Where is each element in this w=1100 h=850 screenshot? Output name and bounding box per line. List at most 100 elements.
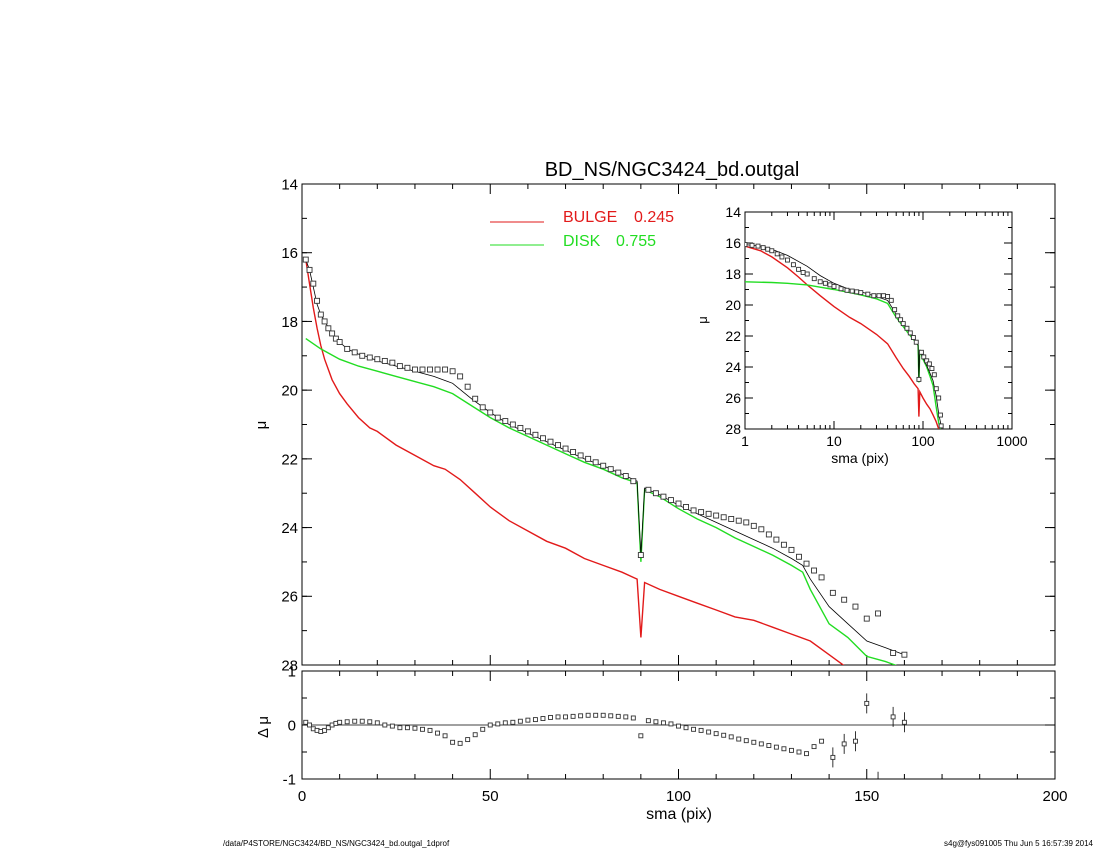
residual-y-axis-label: Δ μ [255, 716, 272, 738]
main-data-point [381, 357, 388, 364]
resid-data-point [676, 723, 681, 729]
resid-data-point [728, 734, 734, 740]
legend-bulge-label: BULGE [563, 209, 617, 226]
inset-data-point [774, 251, 780, 257]
resid-data-point [540, 716, 546, 721]
resid-data-point [578, 713, 584, 719]
resid-data-point [608, 713, 614, 719]
resid-data-point [781, 746, 787, 752]
inset-bulge-line [745, 245, 940, 429]
resid-data-point [691, 726, 697, 732]
inset-data-point [892, 307, 898, 313]
inset-data-point [790, 262, 796, 268]
resid-data-point [472, 732, 478, 738]
main-data-point [660, 493, 667, 500]
main-data-point [592, 459, 599, 466]
inset-data-point [895, 313, 901, 319]
inset-data-point [926, 361, 932, 367]
main-series-group [302, 256, 908, 665]
inset-data-point [933, 386, 939, 392]
resid-data-point [563, 714, 568, 720]
resid-data-point [830, 754, 836, 760]
inset-x-tick-label: 10 [826, 433, 842, 449]
main-data-point [487, 409, 494, 416]
resid-data-point [322, 727, 328, 733]
main-data-point [668, 497, 674, 504]
main-data-point [788, 546, 795, 553]
main-data-point [698, 509, 705, 516]
resid-data-point [876, 780, 880, 784]
main-data-point [765, 531, 772, 538]
main-data-point [374, 356, 381, 363]
legend: BULGE 0.245 DISK 0.755 [490, 209, 674, 250]
main-data-point [750, 522, 757, 529]
main-data-point [509, 421, 516, 428]
main-data-point [325, 325, 332, 332]
inset-data-point [907, 330, 913, 336]
inset-data-point [817, 279, 823, 285]
main-data-point [412, 366, 418, 373]
main-data-point [780, 541, 787, 548]
resid-data-point [668, 721, 674, 727]
main-data-point [652, 490, 659, 497]
inset-data-point [876, 293, 882, 299]
resid-data-point [645, 718, 651, 724]
resid-data-point [683, 725, 689, 731]
resid-x-tick-label: 50 [482, 788, 499, 805]
inset-data-point [929, 366, 935, 371]
inset-data-point [796, 266, 802, 272]
main-data-point [585, 455, 592, 462]
main-data-point [336, 339, 343, 345]
resid-data-point [758, 741, 764, 747]
chart-title: BD_NS/NGC3424_bd.outgal [545, 159, 800, 181]
resid-data-point [382, 722, 388, 728]
footer-file-path: /data/P4STORE/NGC3424/BD_NS/NGC3424_bd.o… [223, 839, 450, 848]
resid-data-point [789, 747, 794, 753]
main-data-point [540, 435, 546, 442]
main-data-point [818, 574, 825, 581]
resid-data-point [517, 718, 523, 724]
main-data-point [314, 297, 321, 304]
main-data-point [890, 650, 897, 656]
inset-data-point [937, 412, 943, 418]
main-data-point [366, 354, 373, 361]
inset-y-tick-label: 26 [725, 390, 741, 406]
resid-x-tick-label: 100 [666, 788, 691, 805]
main-series-clip-group [302, 256, 908, 665]
inset-data-point [885, 294, 891, 299]
resid-data-point [352, 718, 358, 724]
inset-data-point [765, 246, 771, 252]
resid-data-point [638, 733, 644, 739]
main-data-point [705, 510, 712, 517]
resid-data-point [811, 744, 817, 750]
legend-disk-value: 0.755 [616, 233, 656, 250]
resid-data-point [525, 717, 531, 723]
resid-data-point [404, 725, 410, 731]
resid-data-point [593, 712, 599, 718]
resid-series-clip-group [303, 693, 907, 784]
resid-data-point [367, 719, 373, 725]
resid-data-point [374, 720, 380, 726]
resid-data-point [495, 721, 501, 727]
main-y-axis-label: μ [253, 421, 270, 430]
resid-data-point [804, 751, 809, 757]
inset-data-point [916, 376, 922, 382]
resid-data-point [819, 738, 825, 744]
legend-disk-label: DISK [563, 233, 601, 250]
inset-y-tick-label: 22 [725, 328, 741, 344]
inset-data-point [822, 280, 828, 286]
main-data-point [479, 404, 486, 411]
main-data-point [404, 364, 411, 371]
inset-data-point [888, 297, 894, 303]
resid-data-point [585, 712, 591, 718]
main-y-tick-label: 26 [281, 589, 298, 606]
main-data-point [713, 512, 720, 519]
inset-y-tick-label: 18 [725, 266, 741, 282]
resid-data-point [555, 714, 561, 720]
inset-data-point [898, 317, 904, 323]
inset-background [745, 212, 1012, 429]
main-y-tick-label: 20 [281, 383, 298, 400]
resid-data-point [457, 740, 463, 746]
